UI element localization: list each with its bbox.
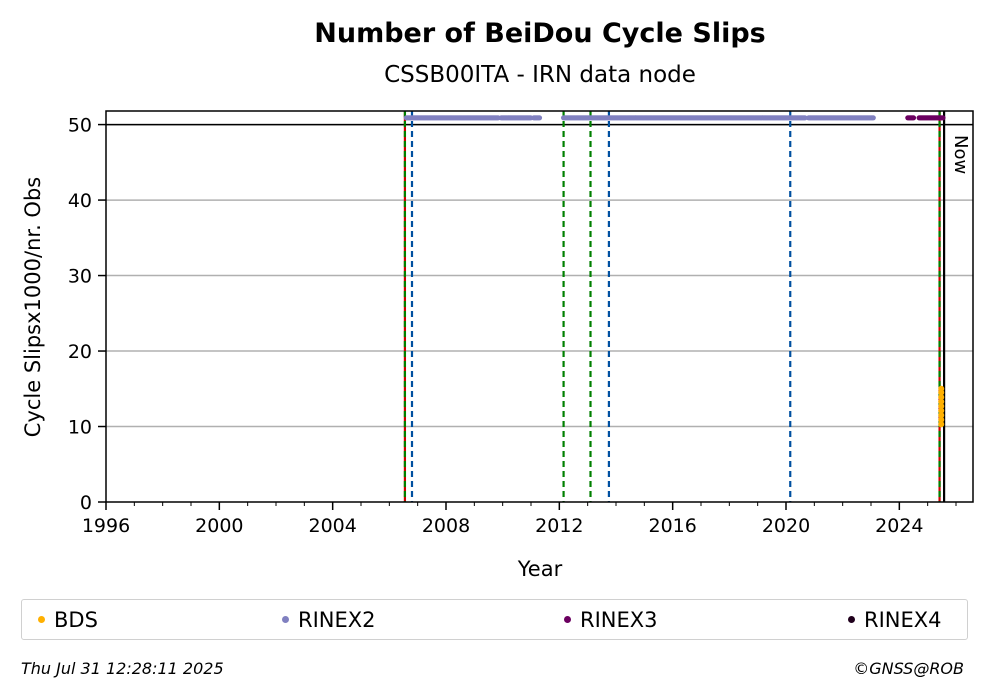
x-tick-label: 1996	[82, 515, 130, 537]
legend-item-rinex3: RINEX3	[564, 608, 658, 632]
data-point-rinex2	[536, 115, 543, 121]
legend-label-rinex4: RINEX4	[864, 608, 942, 632]
footer-timestamp: Thu Jul 31 12:28:11 2025	[21, 659, 224, 678]
data-point-rinex2	[870, 115, 876, 121]
plot-frame	[105, 110, 974, 503]
chart-title: Number of BeiDou Cycle Slips	[314, 18, 765, 49]
data-point-bds	[938, 421, 945, 428]
legend: BDS RINEX2 RINEX3 RINEX4	[21, 599, 968, 640]
data-point-bds	[938, 398, 945, 405]
grid-layer	[106, 123, 973, 428]
now-label: Now	[950, 135, 971, 174]
data-point-rinex3	[940, 115, 946, 121]
legend-marker-rinex2	[282, 615, 289, 623]
legend-marker-rinex3	[564, 615, 571, 623]
x-tick-label: 2012	[535, 515, 583, 537]
point-layer	[403, 115, 946, 428]
legend-item-rinex2: RINEX2	[282, 608, 376, 632]
legend-label-rinex3: RINEX3	[580, 608, 658, 632]
x-tick-label: 2024	[875, 515, 923, 537]
legend-label-bds: BDS	[54, 608, 98, 632]
legend-item-rinex4: RINEX4	[848, 608, 942, 632]
footer-credit: ©GNSS@ROB	[853, 659, 964, 678]
y-tick-label: 50	[68, 115, 92, 137]
x-tick-label: 2020	[762, 515, 810, 537]
x-axis-label: Year	[517, 557, 563, 581]
x-tick-label: 2016	[648, 515, 696, 537]
data-point-bds	[938, 385, 945, 392]
x-tick-label: 2004	[308, 515, 356, 537]
data-point-rinex2	[802, 115, 808, 121]
legend-marker-bds	[38, 615, 45, 623]
y-tick-label: 40	[68, 190, 92, 212]
y-tick-label: 10	[68, 417, 92, 439]
legend-marker-rinex4	[848, 615, 855, 623]
y-axis-label: Cycle Slipsx1000/nr. Obs	[21, 177, 45, 437]
y-tick-label: 0	[80, 492, 92, 514]
legend-label-rinex2: RINEX2	[298, 608, 376, 632]
y-tick-label: 30	[68, 266, 92, 288]
data-point-bds	[938, 394, 945, 401]
data-point-rinex3	[910, 115, 917, 121]
vline-layer	[403, 111, 946, 502]
cycle-slips-chart: Number of BeiDou Cycle Slips CSSB00ITA -…	[21, 18, 974, 581]
data-point-bds	[938, 407, 945, 414]
chart-subtitle: CSSB00ITA - IRN data node	[384, 62, 696, 88]
legend-item-bds: BDS	[38, 608, 98, 632]
tick-layer: 1996 2000 2004 2008 2012 2016 2020 2024 0 10 20 30 4…	[68, 115, 957, 537]
data-point-bds	[938, 403, 945, 410]
data-point-bds	[938, 416, 945, 423]
y-tick-label: 20	[68, 341, 92, 363]
data-point-bds	[938, 412, 945, 419]
x-tick-label: 2008	[422, 515, 470, 537]
x-tick-label: 2000	[195, 515, 243, 537]
